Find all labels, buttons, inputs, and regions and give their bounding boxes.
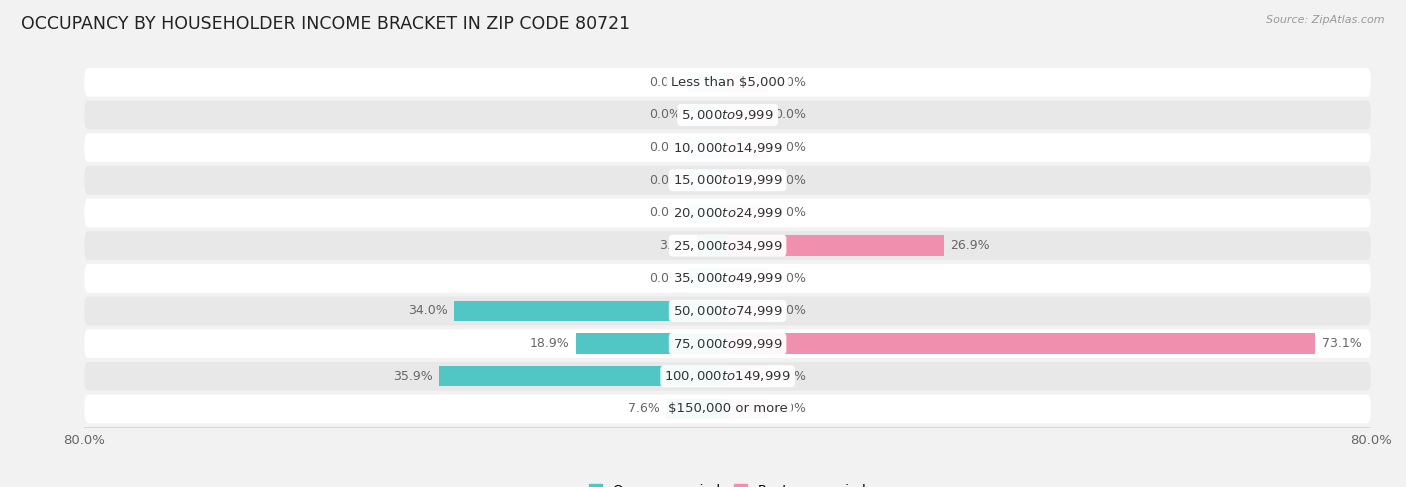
Bar <box>728 301 768 321</box>
Text: 0.0%: 0.0% <box>650 174 681 187</box>
Text: 73.1%: 73.1% <box>1322 337 1361 350</box>
Bar <box>728 366 768 386</box>
FancyBboxPatch shape <box>84 68 1371 96</box>
Bar <box>575 334 728 354</box>
Text: $50,000 to $74,999: $50,000 to $74,999 <box>672 304 783 318</box>
Text: $75,000 to $99,999: $75,000 to $99,999 <box>672 337 783 351</box>
FancyBboxPatch shape <box>84 199 1371 227</box>
Text: 0.0%: 0.0% <box>650 141 681 154</box>
Text: $100,000 to $149,999: $100,000 to $149,999 <box>665 369 790 383</box>
Text: 0.0%: 0.0% <box>650 76 681 89</box>
Text: 35.9%: 35.9% <box>392 370 433 383</box>
Text: 3.8%: 3.8% <box>659 239 690 252</box>
Bar <box>688 170 728 190</box>
FancyBboxPatch shape <box>84 166 1371 195</box>
Bar <box>439 366 728 386</box>
Bar <box>697 236 728 256</box>
Text: 0.0%: 0.0% <box>775 76 806 89</box>
Text: $35,000 to $49,999: $35,000 to $49,999 <box>672 271 783 285</box>
Text: Source: ZipAtlas.com: Source: ZipAtlas.com <box>1267 15 1385 25</box>
Text: $25,000 to $34,999: $25,000 to $34,999 <box>672 239 783 253</box>
Bar <box>728 399 768 419</box>
Text: 0.0%: 0.0% <box>775 370 806 383</box>
FancyBboxPatch shape <box>84 362 1371 391</box>
Text: 0.0%: 0.0% <box>775 206 806 220</box>
Bar <box>688 203 728 223</box>
Bar <box>688 137 728 158</box>
Bar <box>688 72 728 93</box>
Text: 0.0%: 0.0% <box>775 141 806 154</box>
Text: 34.0%: 34.0% <box>408 304 447 318</box>
Text: 0.0%: 0.0% <box>650 206 681 220</box>
FancyBboxPatch shape <box>84 329 1371 358</box>
Text: 0.0%: 0.0% <box>775 402 806 415</box>
FancyBboxPatch shape <box>84 133 1371 162</box>
Bar <box>454 301 728 321</box>
Bar <box>728 203 768 223</box>
FancyBboxPatch shape <box>84 100 1371 130</box>
Bar <box>728 170 768 190</box>
FancyBboxPatch shape <box>84 297 1371 325</box>
Text: 0.0%: 0.0% <box>775 109 806 121</box>
Text: 0.0%: 0.0% <box>775 272 806 285</box>
Text: $150,000 or more: $150,000 or more <box>668 402 787 415</box>
FancyBboxPatch shape <box>84 231 1371 260</box>
FancyBboxPatch shape <box>84 394 1371 423</box>
Text: 18.9%: 18.9% <box>530 337 569 350</box>
Text: 26.9%: 26.9% <box>950 239 990 252</box>
Bar <box>728 236 943 256</box>
Text: OCCUPANCY BY HOUSEHOLDER INCOME BRACKET IN ZIP CODE 80721: OCCUPANCY BY HOUSEHOLDER INCOME BRACKET … <box>21 15 630 33</box>
Text: 0.0%: 0.0% <box>775 304 806 318</box>
Bar <box>666 399 728 419</box>
Text: Less than $5,000: Less than $5,000 <box>671 76 785 89</box>
Bar <box>728 72 768 93</box>
Text: $10,000 to $14,999: $10,000 to $14,999 <box>672 141 783 154</box>
Text: 0.0%: 0.0% <box>650 272 681 285</box>
Bar <box>728 105 768 125</box>
Legend: Owner-occupied, Renter-occupied: Owner-occupied, Renter-occupied <box>583 479 872 487</box>
Bar <box>728 268 768 288</box>
Bar <box>728 137 768 158</box>
Bar <box>688 105 728 125</box>
Text: 0.0%: 0.0% <box>775 174 806 187</box>
Text: $5,000 to $9,999: $5,000 to $9,999 <box>681 108 775 122</box>
Text: 7.6%: 7.6% <box>628 402 659 415</box>
Text: $15,000 to $19,999: $15,000 to $19,999 <box>672 173 783 187</box>
Bar <box>688 268 728 288</box>
Text: 0.0%: 0.0% <box>650 109 681 121</box>
Bar <box>728 334 1316 354</box>
FancyBboxPatch shape <box>84 264 1371 293</box>
Text: $20,000 to $24,999: $20,000 to $24,999 <box>672 206 783 220</box>
